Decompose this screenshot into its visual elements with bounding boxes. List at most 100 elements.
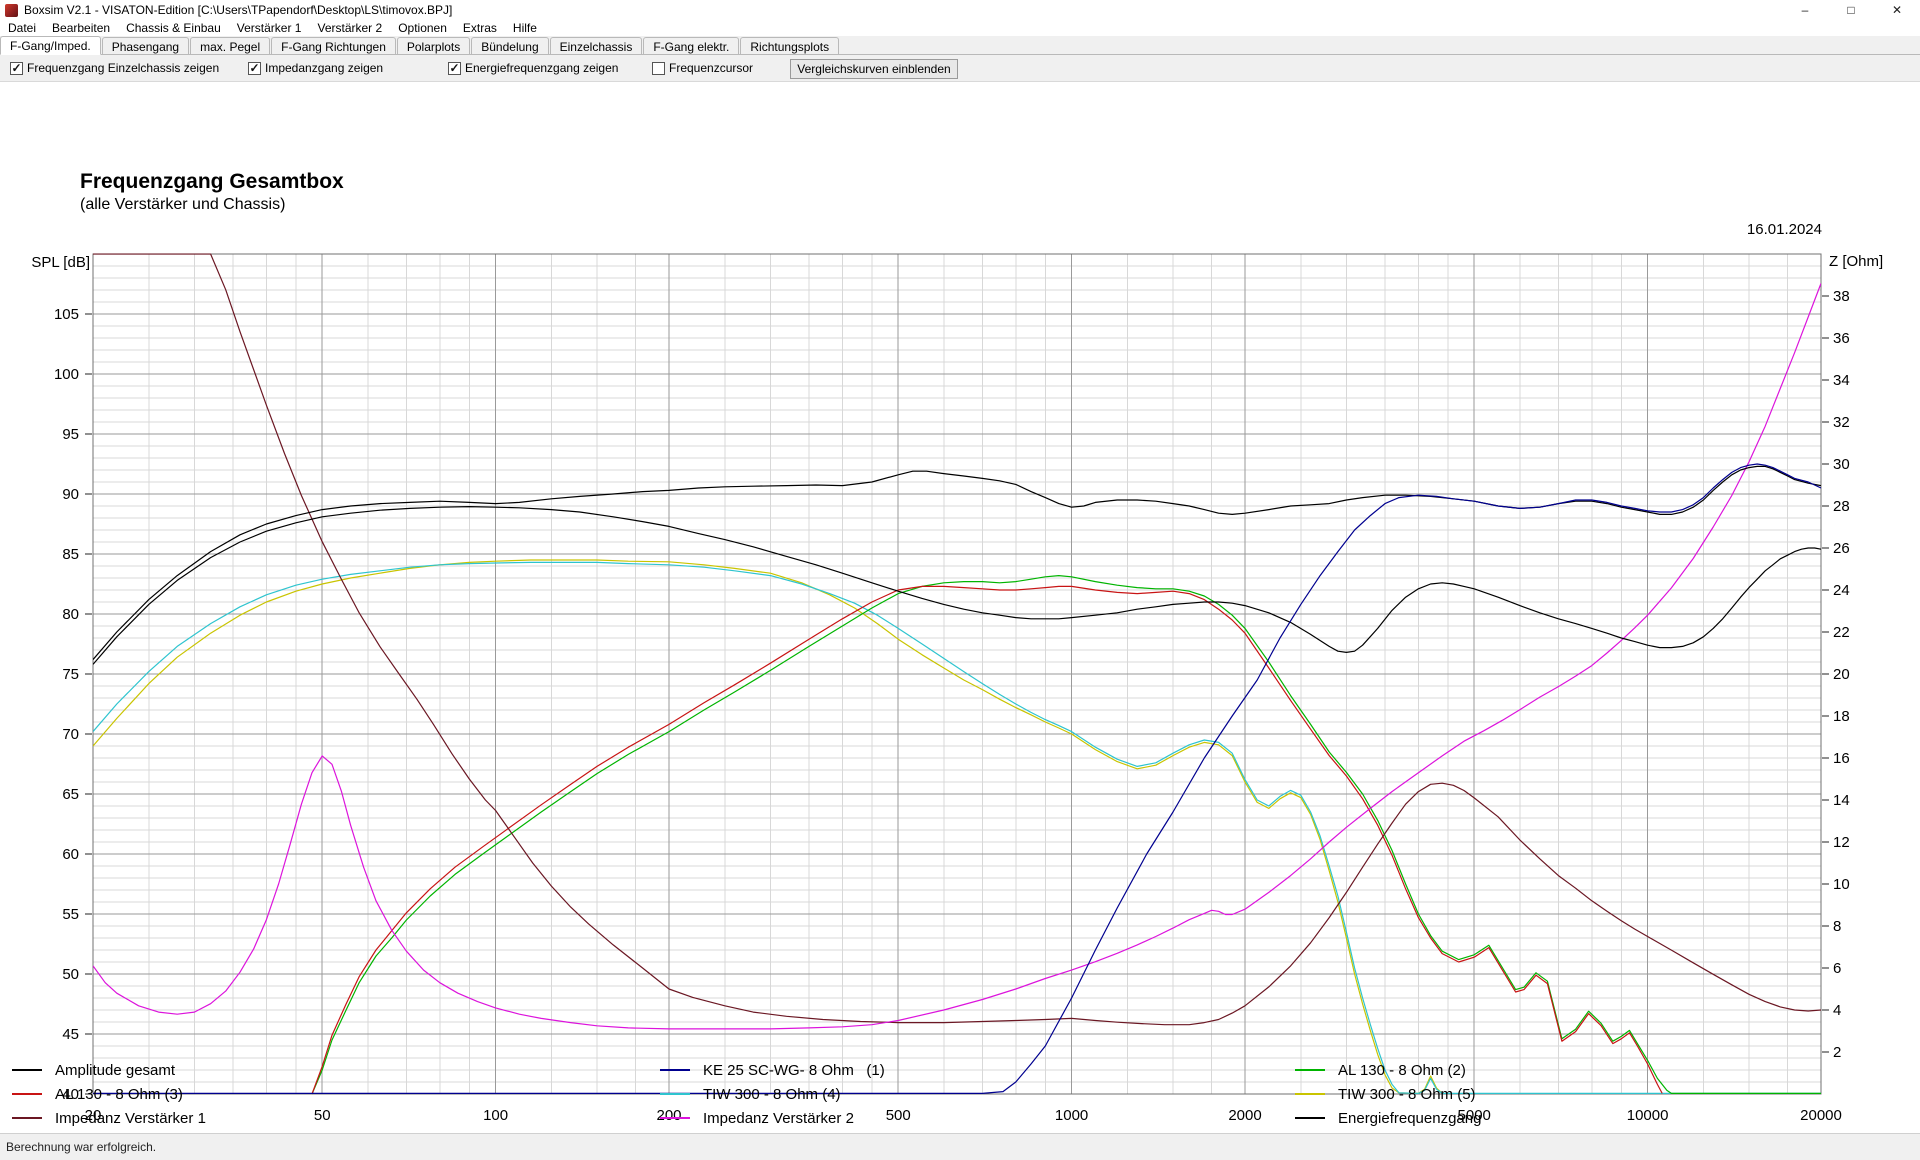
tab-f-gang-elektr-[interactable]: F-Gang elektr. [643, 37, 740, 54]
legend-item: Energiefrequenzgang [1295, 1106, 1481, 1130]
x-tick-label: 500 [886, 1107, 911, 1124]
y-right-tick-label: 26 [1833, 540, 1850, 557]
y-right-tick-label: 12 [1833, 834, 1850, 851]
menu-item-optionen[interactable]: Optionen [398, 20, 447, 35]
tab-richtungsplots[interactable]: Richtungsplots [740, 37, 840, 54]
x-tick-label: 2000 [1228, 1107, 1261, 1124]
y-right-tick-label: 10 [1833, 876, 1850, 893]
x-tick-label: 50 [314, 1107, 331, 1124]
y-left-axis-label: SPL [dB] [31, 254, 90, 271]
y-right-tick-label: 30 [1833, 456, 1850, 473]
checkbox-impedanzgang-zeigen[interactable]: ✓ Impedanzgang zeigen [248, 61, 383, 75]
x-tick-label: 20000 [1800, 1107, 1842, 1124]
chart-area: Frequenzgang Gesamtbox (alle Verstärker … [0, 82, 1920, 1151]
y-left-tick-label: 60 [62, 846, 79, 863]
legend-line-swatch [660, 1093, 690, 1095]
legend-item: AL 130 - 8 Ohm (3) [12, 1082, 206, 1106]
legend-line-swatch [1295, 1117, 1325, 1119]
y-right-tick-label: 32 [1833, 414, 1850, 431]
y-right-tick-label: 36 [1833, 330, 1850, 347]
status-bar: Berechnung war erfolgreich. [0, 1133, 1920, 1160]
series-energiefrequenzgang [93, 506, 1821, 665]
checkbox-checked-icon[interactable]: ✓ [10, 60, 23, 75]
menu-item-hilfe[interactable]: Hilfe [512, 20, 537, 35]
tab-f-gang-richtungen[interactable]: F-Gang Richtungen [271, 37, 396, 54]
legend-item: Impedanz Verstärker 1 [12, 1106, 206, 1130]
y-right-tick-label: 22 [1833, 624, 1850, 641]
y-left-tick-label: 105 [54, 306, 79, 323]
maximize-button[interactable]: □ [1847, 3, 1855, 17]
frequency-response-plot: 4045505560657075808590951001052468101214… [54, 253, 1850, 1124]
x-tick-label: 20 [85, 1107, 102, 1124]
y-right-tick-label: 34 [1833, 372, 1850, 389]
y-right-tick-label: 28 [1833, 498, 1850, 515]
series-al-130-8-ohm-2- [311, 575, 1821, 1095]
menu-item-chassis-einbau[interactable]: Chassis & Einbau [126, 20, 221, 35]
legend-item: Amplitude gesamt [12, 1058, 206, 1082]
y-right-tick-label: 6 [1833, 960, 1841, 977]
checkbox-unchecked-icon[interactable] [652, 61, 665, 75]
y-left-tick-label: 75 [62, 666, 79, 683]
minimize-button[interactable]: – [1801, 3, 1809, 17]
checkbox-frequenzcursor[interactable]: Frequenzcursor [652, 61, 753, 75]
y-right-tick-label: 24 [1833, 582, 1850, 599]
legend-line-swatch [660, 1117, 690, 1119]
tab-b-ndelung[interactable]: Bündelung [471, 37, 549, 54]
x-tick-label: 5000 [1458, 1107, 1491, 1124]
menu-item-bearbeiten[interactable]: Bearbeiten [52, 20, 111, 35]
series-al-130-8-ohm-3- [311, 585, 1663, 1095]
checkbox-energiefrequenzgang-zeigen[interactable]: ✓ Energiefrequenzgang zeigen [448, 61, 618, 75]
checkbox-frequenzgang-einzelchassis-zeigen[interactable]: ✓ Frequenzgang Einzelchassis zeigen [10, 61, 219, 75]
legend-item: KE 25 SC-WG- 8 Ohm (1) [660, 1058, 885, 1082]
y-right-tick-label: 8 [1833, 918, 1841, 935]
legend-item: Impedanz Verstärker 2 [660, 1106, 885, 1130]
tab-bar: F-Gang/Imped. Phasengang max. Pegel F-Gang … [0, 36, 1920, 55]
legend-line-swatch [12, 1069, 42, 1071]
checkbox-checked-icon[interactable]: ✓ [448, 60, 461, 75]
tab-phasengang[interactable]: Phasengang [101, 37, 190, 54]
menu-item-datei[interactable]: Datei [8, 20, 37, 35]
checkbox-checked-icon[interactable]: ✓ [248, 60, 261, 75]
y-right-tick-label: 14 [1833, 792, 1850, 809]
legend-label: Energiefrequenzgang [1338, 1109, 1482, 1127]
menu-item-extras[interactable]: Extras [462, 20, 497, 35]
chart-date: 16.01.2024 [1746, 221, 1822, 238]
y-right-axis-label: Z [Ohm] [1829, 253, 1884, 270]
legend-label: AL 130 - 8 Ohm (2) [1338, 1061, 1466, 1079]
menu-item-verst-rker-1[interactable]: Verstärker 1 [236, 20, 302, 35]
window-controls: – □ ✕ [1782, 0, 1920, 20]
tab-f-gang-imped-[interactable]: F-Gang/Imped. [0, 36, 101, 55]
series-impedanz-verst-rker-1 [93, 253, 1821, 1026]
y-left-tick-label: 90 [62, 486, 79, 503]
y-left-tick-label: 50 [62, 966, 79, 983]
checkbox-label: Impedanzgang zeigen [265, 61, 384, 75]
window-title: Boxsim V2.1 - VISATON-Edition [C:\Users\… [24, 3, 453, 17]
legend-item: TIW 300 - 8 Ohm (4) [660, 1082, 885, 1106]
legend-line-swatch [1295, 1069, 1325, 1071]
series-impedanz-verst-rker-2 [93, 283, 1821, 1030]
menu-item-verst-rker-2[interactable]: Verstärker 2 [317, 20, 383, 35]
x-tick-label: 200 [656, 1107, 681, 1124]
tab-max-pegel[interactable]: max. Pegel [190, 37, 271, 54]
x-tick-label: 100 [483, 1107, 508, 1124]
y-right-tick-label: 18 [1833, 708, 1850, 725]
vergleichskurven-button[interactable]: Vergleichskurven einblenden [790, 59, 958, 79]
tab-polarplots[interactable]: Polarplots [396, 37, 471, 54]
y-left-tick-label: 80 [62, 606, 79, 623]
y-right-tick-label: 20 [1833, 666, 1850, 683]
legend-label: AL 130 - 8 Ohm (3) [55, 1085, 183, 1103]
y-left-tick-label: 45 [62, 1026, 79, 1043]
legend-label: Impedanz Verstärker 1 [55, 1109, 206, 1127]
close-button[interactable]: ✕ [1891, 3, 1903, 17]
options-toolbar: Vergleichskurven einblenden ✓ Frequenzgan… [0, 55, 1920, 82]
x-tick-label: 10000 [1627, 1107, 1669, 1124]
y-right-tick-label: 4 [1833, 1002, 1841, 1019]
tab-einzelchassis[interactable]: Einzelchassis [549, 37, 643, 54]
app-icon [5, 3, 18, 17]
y-left-tick-label: 70 [62, 726, 79, 743]
y-right-tick-label: 38 [1833, 288, 1850, 305]
title-bar: Boxsim V2.1 - VISATON-Edition [C:\Users\… [0, 0, 1920, 20]
y-left-tick-label: 85 [62, 546, 79, 563]
legend-item: TIW 300 - 8 Ohm (5) [1295, 1082, 1481, 1106]
series-tiw-300-8-ohm-4- [93, 561, 1821, 1095]
